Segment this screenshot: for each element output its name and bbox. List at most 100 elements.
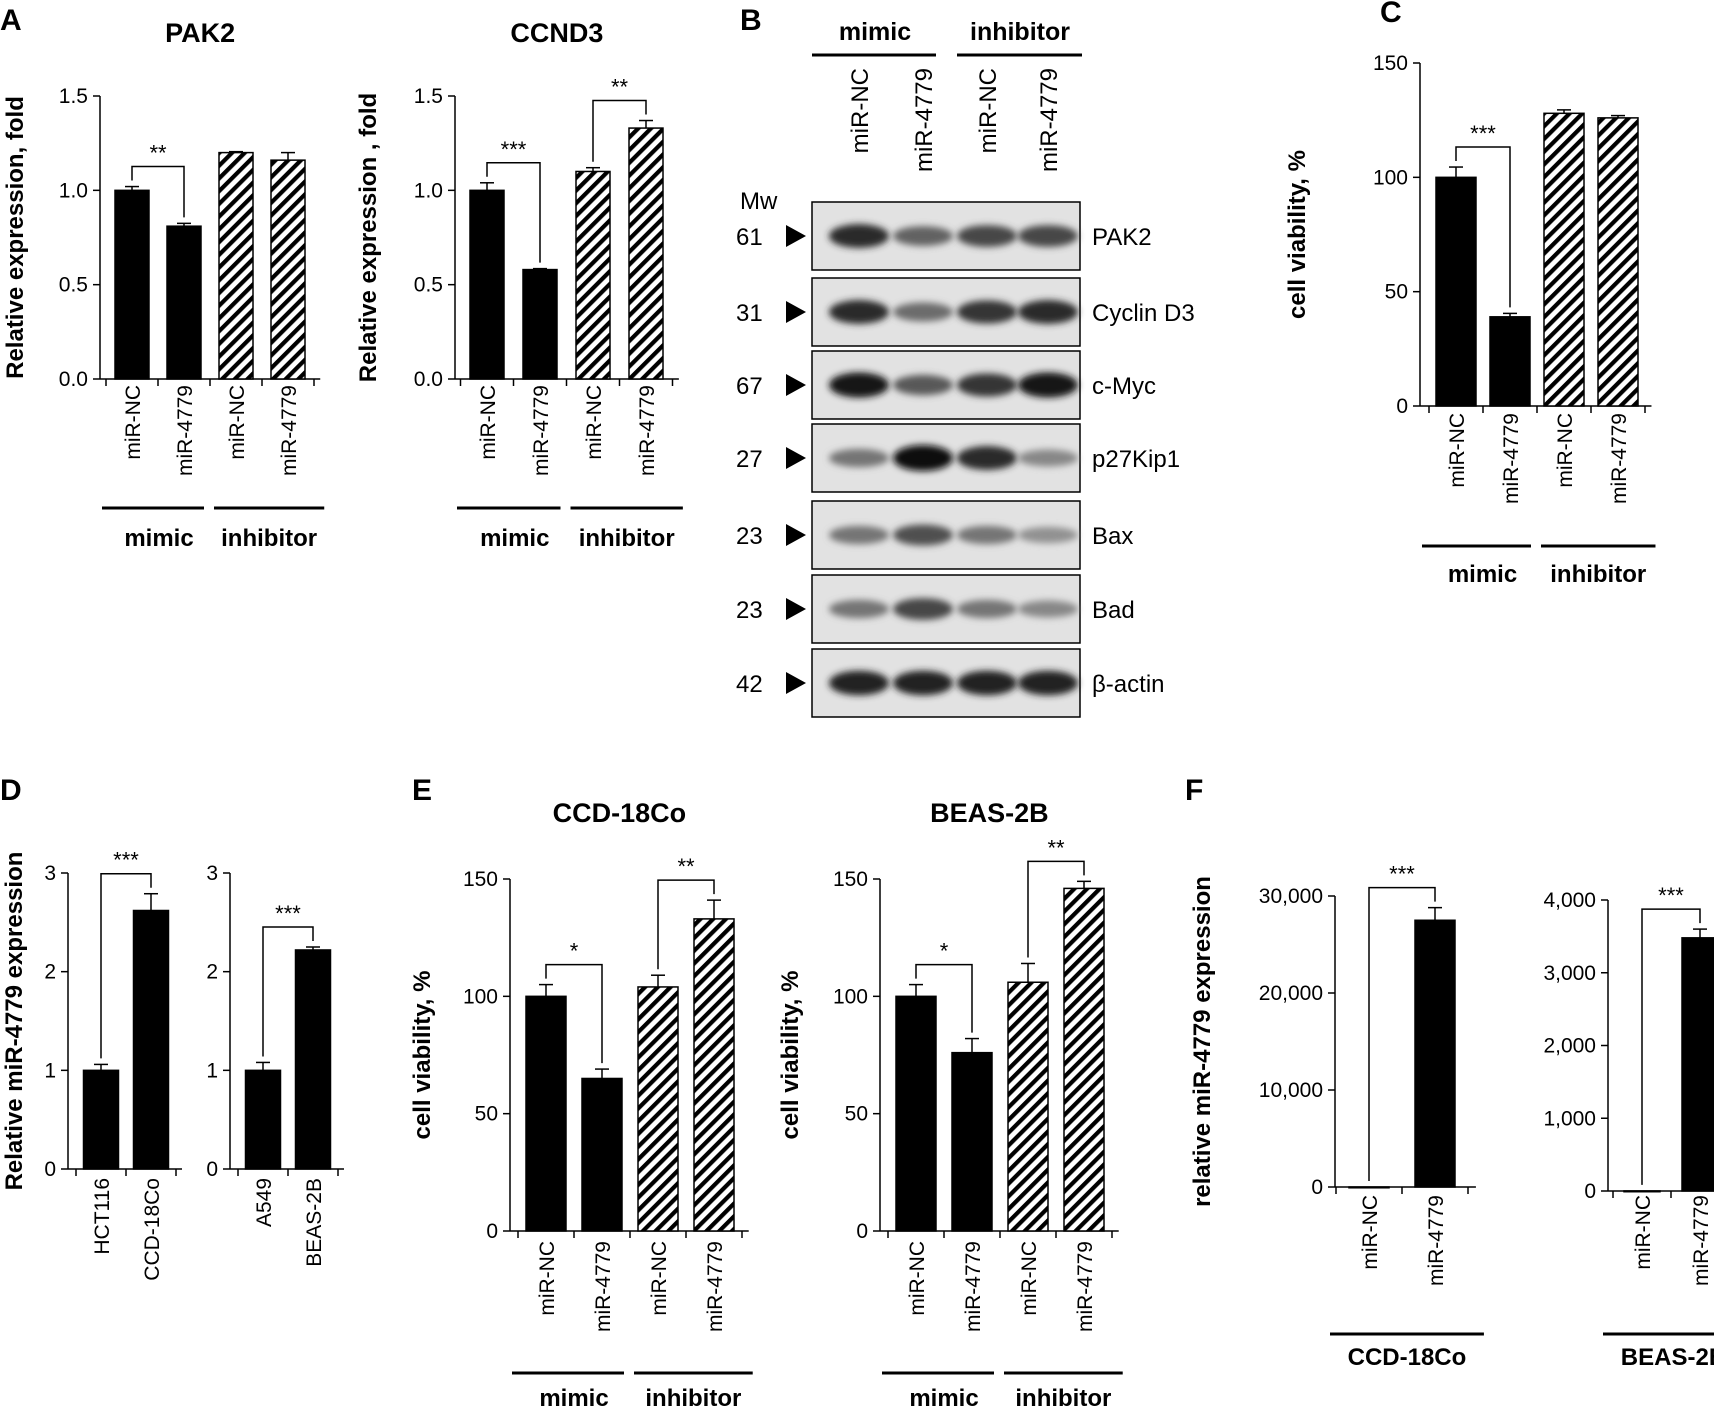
chart-d2: 0 1 2 3 A549 BEAS-2B *** <box>206 862 344 1267</box>
category-label: miR-NC <box>1359 1195 1382 1270</box>
y-axis-label: relative miR-4779 expression <box>1189 876 1216 1207</box>
blot-row: 42 β-actin <box>736 648 1165 718</box>
blot-band <box>1018 526 1078 544</box>
blot-band <box>893 598 953 620</box>
y-tick-label: 0 <box>1584 1180 1596 1203</box>
significance-bracket <box>1368 886 1436 1181</box>
group-label: mimic <box>1448 561 1517 588</box>
bar-0 <box>1435 176 1477 407</box>
y-tick-label: 100 <box>463 985 498 1008</box>
bar-0 <box>1348 1186 1390 1189</box>
bar-1 <box>166 225 202 380</box>
bar-0 <box>244 1069 282 1170</box>
y-tick-label: 50 <box>1385 281 1408 304</box>
bar-3 <box>270 159 306 380</box>
significance-label: *** <box>501 137 527 162</box>
blot-protein-label: c-Myc <box>1092 373 1156 400</box>
y-tick-label: 1,000 <box>1543 1107 1596 1130</box>
blot-band <box>829 372 889 398</box>
y-tick-label: 4,000 <box>1543 889 1596 912</box>
y-tick-label: 100 <box>1373 166 1408 189</box>
blot-band <box>957 599 1017 619</box>
blot-band <box>957 670 1017 696</box>
blot-band <box>829 525 889 545</box>
bar-2 <box>575 170 611 380</box>
chart-d1: D 0 1 2 3 Relative miR-4779 expression HCT116 C… <box>0 774 182 1281</box>
y-tick-label: 0 <box>1311 1176 1323 1199</box>
panel-letter: D <box>0 774 22 807</box>
bar-2 <box>1007 981 1049 1232</box>
y-tick-label: 150 <box>833 868 868 891</box>
bar-1 <box>1489 316 1531 407</box>
blot-mw-value: 67 <box>736 373 763 400</box>
blot-mw-value: 42 <box>736 671 763 698</box>
significance-bracket <box>131 165 185 218</box>
blot-band <box>957 525 1017 545</box>
blot-protein-label: Bax <box>1092 523 1133 550</box>
significance-bracket <box>1455 146 1511 308</box>
y-axis-label: Relative expression, fold <box>2 96 29 379</box>
blot-band <box>957 373 1017 397</box>
y-axis-label: Relative expression , fold <box>355 93 382 382</box>
category-label: miR-NC <box>583 385 606 460</box>
chart-a1: A PAK2 0.0 0.5 1.0 1.5 Relative expression, fo… <box>0 4 325 552</box>
category-label: miR-4779 <box>1425 1195 1448 1286</box>
bar-1 <box>294 949 332 1170</box>
blot-band <box>893 302 953 322</box>
arrow-marker-icon <box>786 598 806 620</box>
significance-bracket <box>486 162 541 263</box>
bar-3 <box>1063 887 1105 1232</box>
blot-band <box>1018 300 1078 324</box>
blot-band <box>893 524 953 546</box>
bar-1 <box>1681 937 1714 1192</box>
chart-e2: BEAS-2B 0 50 100 150 cell viability, % miR-NC m… <box>777 798 1123 1407</box>
group-label: mimic <box>480 525 549 552</box>
panel-letter: A <box>0 4 22 37</box>
significance-label: *** <box>1470 121 1496 146</box>
blot-mw-value: 31 <box>736 300 763 327</box>
y-tick-label: 1.5 <box>414 85 443 108</box>
category-label: miR-4779 <box>278 385 301 476</box>
significance-bracket <box>545 963 603 1064</box>
blot-band <box>829 300 889 324</box>
significance-bracket <box>1641 908 1701 1185</box>
panel-letter: F <box>1185 774 1203 807</box>
blot-lane-label: miR-NC <box>847 68 874 153</box>
significance-label: *** <box>1658 883 1684 908</box>
significance-bracket <box>592 99 647 162</box>
y-tick-label: 0.0 <box>59 368 88 391</box>
chart-f1: F 0 10,000 20,000 30,000 relative miR-4779 ex… <box>1185 774 1484 1371</box>
significance-label: * <box>570 939 579 964</box>
blot-mw-header: Mw <box>740 188 778 215</box>
arrow-marker-icon <box>786 672 806 694</box>
category-label: CCD-18Co <box>141 1178 164 1281</box>
y-tick-label: 100 <box>833 985 868 1008</box>
y-tick-label: 0.0 <box>414 368 443 391</box>
blot-band <box>893 445 953 471</box>
chart-a2: CCND3 0.0 0.5 1.0 1.5 Relative expression , f… <box>355 18 683 552</box>
bar-3 <box>693 918 735 1232</box>
blot-mw-value: 23 <box>736 597 763 624</box>
y-tick-label: 1 <box>206 1059 218 1082</box>
y-tick-label: 50 <box>475 1103 498 1126</box>
blot-band <box>1018 372 1078 398</box>
bar-2 <box>637 986 679 1232</box>
blot-lane-label: miR-4779 <box>1036 68 1063 172</box>
group-label: CCD-18Co <box>1348 1344 1467 1371</box>
chart-title: CCD-18Co <box>553 798 687 828</box>
blot-mw-value: 27 <box>736 446 763 473</box>
blot-band <box>893 670 953 696</box>
significance-label: *** <box>275 901 301 926</box>
significance-bracket <box>657 879 715 970</box>
chart-title: PAK2 <box>165 18 235 48</box>
bar-2 <box>218 151 254 380</box>
blot-protein-label: p27Kip1 <box>1092 446 1180 473</box>
bar-0 <box>82 1069 120 1170</box>
category-label: miR-4779 <box>1690 1195 1713 1286</box>
blot-band <box>893 374 953 396</box>
blot-band <box>957 225 1017 247</box>
bar-1 <box>951 1051 993 1232</box>
blot-protein-label: β-actin <box>1092 671 1165 698</box>
blot-band <box>957 446 1017 470</box>
